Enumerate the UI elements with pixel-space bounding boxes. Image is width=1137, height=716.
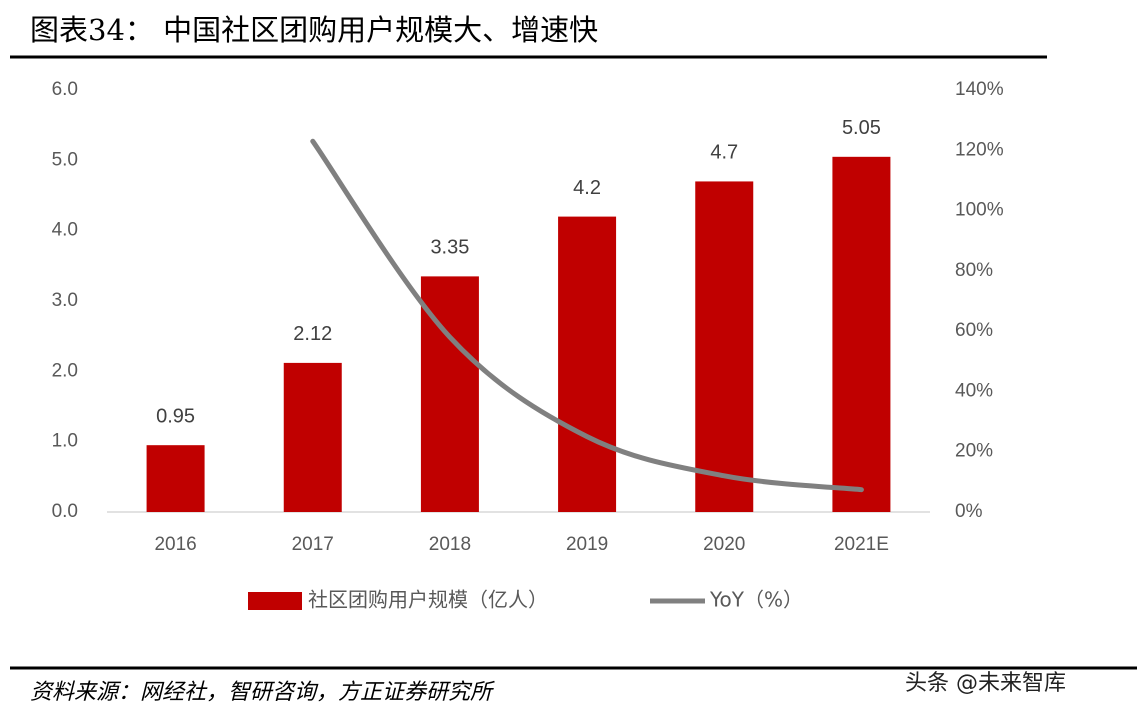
x-tick-label: 2019 (566, 534, 608, 555)
legend-label: 社区团购用户规模（亿人） (308, 588, 548, 612)
x-tick-label: 2021E (834, 534, 889, 555)
source: 资料来源：网经社，智研咨询，方正证券研究所 (30, 680, 495, 705)
bar (832, 156, 891, 513)
y2-tick-label: 40% (955, 380, 993, 401)
data-label: 3.35 (430, 237, 469, 259)
bar (695, 181, 754, 512)
y-tick-label: 4.0 (52, 220, 78, 241)
x-tick-label: 2018 (429, 534, 471, 555)
y-tick-label: 0.0 (52, 501, 78, 522)
line (310, 138, 864, 493)
y2-tick-label: 60% (955, 320, 993, 341)
bar (146, 445, 205, 512)
legend-label: YoY（%） (709, 588, 803, 612)
bar (558, 216, 617, 512)
x-tick-label: 2017 (292, 534, 334, 555)
y2-tick-label: 100% (955, 200, 1004, 221)
x-tick-label: 2020 (703, 534, 745, 555)
bar (283, 362, 342, 512)
y2-tick-label: 20% (955, 441, 993, 462)
data-label: 2.12 (293, 323, 332, 345)
y-tick-label: 3.0 (52, 290, 78, 311)
data-label: 4.7 (710, 142, 738, 164)
y2-tick-label: 120% (955, 139, 1004, 160)
chart-title: 图表34： 中国社区团购用户规模大、增速快 (30, 13, 598, 47)
y2-tick-label: 80% (955, 260, 993, 281)
watermark: 头条 @未来智库 (905, 671, 1066, 696)
legend-swatch (248, 592, 302, 610)
data-label: 4.2 (573, 177, 601, 199)
y-tick-label: 6.0 (52, 79, 78, 100)
y-tick-label: 1.0 (52, 431, 78, 452)
y-tick-label: 5.0 (52, 149, 78, 170)
data-label: 0.95 (156, 405, 195, 427)
y2-tick-label: 0% (955, 501, 983, 522)
x-tick-label: 2016 (154, 534, 196, 555)
y-tick-label: 2.0 (52, 360, 78, 381)
y2-tick-label: 140% (955, 79, 1004, 100)
data-label: 5.05 (842, 117, 881, 139)
